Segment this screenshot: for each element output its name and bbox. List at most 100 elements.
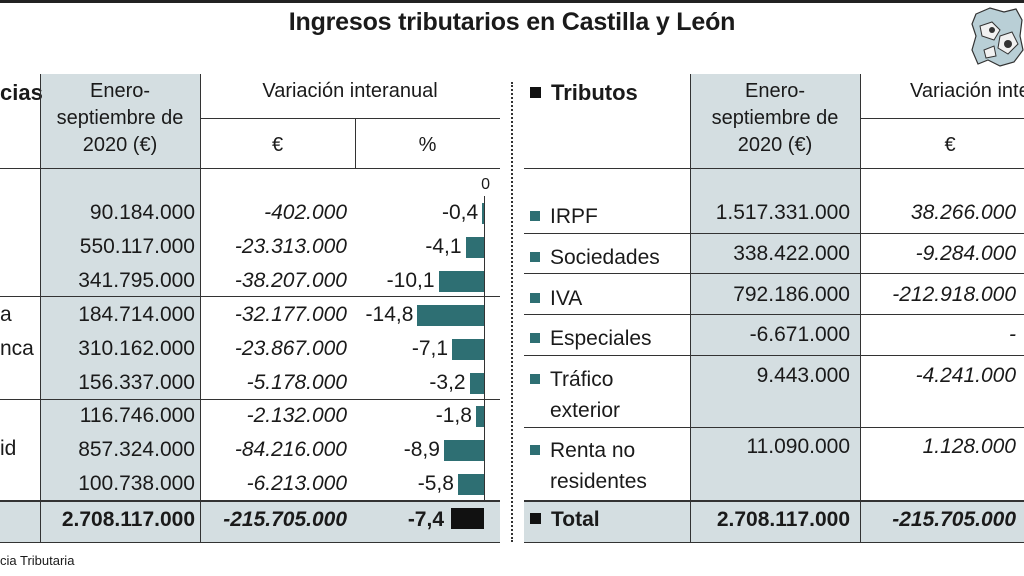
right-total-label: Total: [530, 508, 600, 532]
right-row-amount: -6.671.000: [749, 323, 850, 346]
left-period-column-shade: [40, 74, 200, 542]
left-total-amount: 2.708.117.000: [61, 508, 195, 531]
right-total-top: [524, 500, 1024, 502]
left-row-var-eur: -32.177.000: [234, 303, 347, 326]
right-period-header: Enero-septiembre de 2020 (€): [711, 80, 839, 156]
left-row-var-eur: -6.213.000: [246, 472, 347, 495]
left-variation-header: Variación interanual: [262, 80, 438, 102]
tax-label-line2: exterior: [550, 399, 621, 422]
tax-label: IVA: [530, 283, 582, 314]
bullet-icon: [530, 211, 540, 221]
left-variation-underline: [200, 118, 500, 119]
left-row-pct-bar: [482, 203, 484, 224]
tax-label: Sociedades: [530, 242, 660, 273]
left-row-var-eur: -84.216.000: [234, 438, 347, 461]
right-row-divider: [524, 233, 1024, 234]
left-row-pct-bar: [438, 271, 484, 292]
left-row-pct-bar: [469, 373, 484, 394]
left-group-divider-1: [0, 296, 500, 297]
left-row-amount: 857.324.000: [78, 438, 195, 461]
tax-label-line1: Renta no: [550, 439, 636, 462]
left-row-pct-bar: [465, 237, 484, 258]
left-row-amount: 184.714.000: [78, 303, 195, 326]
left-total-var-pct: -7,4: [407, 508, 444, 531]
left-row-var-eur: -5.178.000: [246, 371, 347, 394]
right-row-var-eur: -: [1009, 323, 1016, 346]
right-row-divider: [524, 355, 1024, 356]
top-rule: [0, 0, 1024, 3]
left-row-var-pct: -4,1: [425, 235, 462, 258]
left-total-top: [0, 500, 500, 502]
left-row-var-pct: -8,9: [403, 438, 440, 461]
tax-label: IRPF: [530, 201, 598, 232]
tax-label: Tráfico exterior: [530, 364, 620, 426]
right-row-var-eur: 1.128.000: [922, 435, 1016, 458]
left-row-var-pct: -10,1: [386, 269, 435, 292]
right-total-amount: 2.708.117.000: [716, 508, 850, 531]
left-row-var-pct: -5,8: [417, 472, 454, 495]
zero-label: 0: [481, 176, 490, 193]
left-row-var-pct: -7,1: [411, 337, 449, 360]
left-row-pct-bar: [475, 406, 484, 427]
right-row-var-eur: -4.241.000: [915, 364, 1016, 387]
left-row-amount: 550.117.000: [79, 235, 195, 258]
left-pct-subheader: %: [418, 134, 437, 156]
right-variation-underline: [860, 118, 1024, 119]
right-row-divider: [524, 314, 1024, 315]
total-pct-bar: [450, 508, 484, 529]
left-period-header: Enero-septiembre de 2020 (€): [56, 80, 184, 156]
left-row-amount: 156.337.000: [78, 371, 195, 394]
group-label-1: a: [0, 303, 12, 326]
right-tax-header: Tributos: [530, 80, 638, 106]
bullet-icon: [530, 333, 540, 343]
left-row-var-pct: -3,2: [429, 371, 466, 394]
left-col-divider-2: [200, 74, 201, 542]
left-group-divider-2: [0, 399, 500, 400]
left-row-var-eur: -23.313.000: [234, 235, 347, 258]
left-total-var-eur: -215.705.000: [223, 508, 347, 531]
right-row-amount: 792.186.000: [733, 283, 850, 306]
left-row-amount: 100.738.000: [78, 472, 195, 495]
bullet-icon: [530, 252, 540, 262]
right-row-var-eur: -9.284.000: [915, 242, 1016, 265]
left-row-pct-bar: [452, 339, 484, 360]
tax-label-line1: IVA: [550, 287, 583, 310]
tax-label: Renta no residentes: [530, 435, 647, 497]
header-bullet-icon: [530, 87, 541, 98]
right-table-bottom: [524, 542, 1024, 543]
left-row-var-pct: -1,8: [435, 404, 472, 427]
right-total-row-shade: [524, 500, 1024, 542]
left-row-amount: 90.184.000: [89, 201, 195, 224]
tax-label-line1: Sociedades: [550, 246, 660, 269]
left-row-var-pct: -14,8: [365, 303, 414, 326]
left-row-var-pct: -0,4: [442, 201, 479, 224]
right-row-amount: 1.517.331.000: [715, 201, 850, 224]
right-period-column-shade: [690, 74, 860, 542]
bullet-icon: [530, 293, 540, 303]
right-row-var-eur: 38.266.000: [910, 201, 1016, 224]
tax-label-line1: Tráfico: [550, 368, 614, 391]
tax-label-line1: Especiales: [550, 327, 652, 350]
left-row-pct-bar: [443, 440, 484, 461]
left-row-var-eur: -23.867.000: [234, 337, 347, 360]
left-row-amount: 310.162.000: [78, 337, 195, 360]
group-label-2: nca: [0, 337, 34, 360]
right-eur-subheader: €: [944, 134, 956, 156]
castilla-y-leon-map-icon: [970, 6, 1024, 68]
right-row-divider: [524, 427, 1024, 428]
table-separator: [511, 82, 513, 542]
left-header-bottom: [0, 168, 500, 169]
zero-axis: [484, 196, 485, 500]
left-row-amount: 341.795.000: [78, 269, 195, 292]
left-row-pct-bar: [457, 474, 484, 495]
total-bullet-icon: [530, 513, 541, 524]
right-row-amount: 9.443.000: [756, 364, 850, 387]
left-eur-subheader: €: [271, 134, 284, 156]
right-row-amount: 338.422.000: [733, 242, 850, 265]
right-row-var-eur: -212.918.000: [892, 283, 1016, 306]
tax-label-line2: residentes: [550, 470, 647, 493]
right-col-divider-1: [690, 74, 691, 542]
tax-label-line1: IRPF: [550, 205, 598, 228]
right-variation-header: Variación inte: [910, 80, 1024, 102]
source-note: cia Tributaria: [0, 553, 75, 568]
